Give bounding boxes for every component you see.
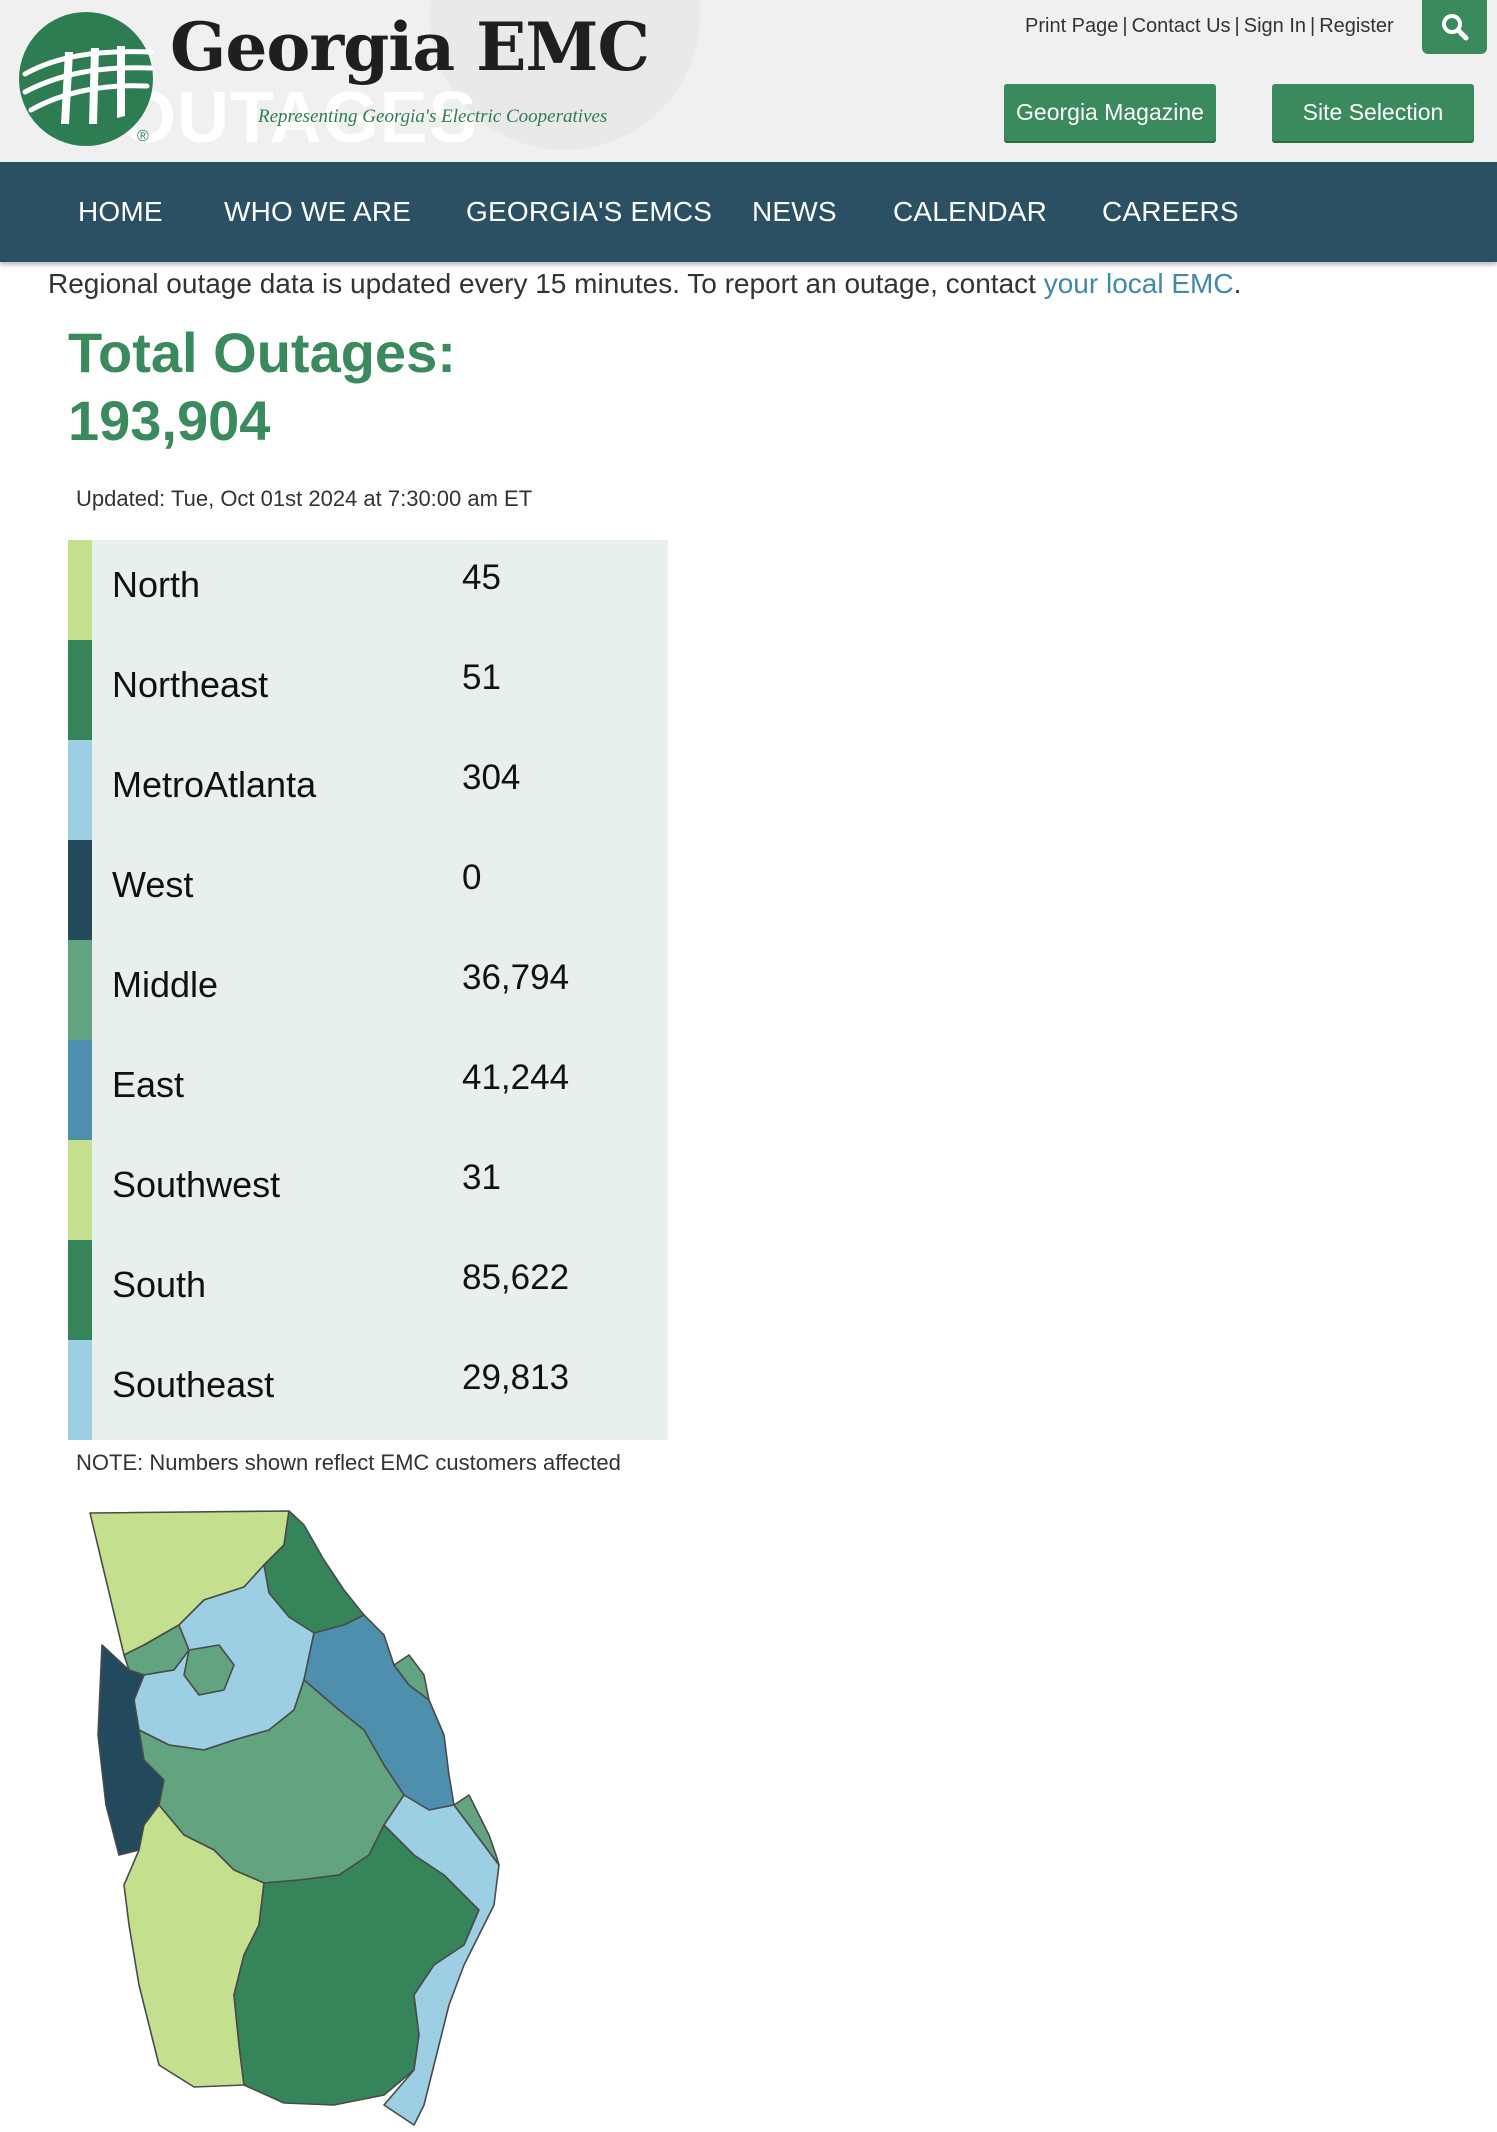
notice-end: . — [1233, 268, 1242, 299]
region-name: Southeast — [112, 1364, 275, 1405]
region-color-swatch — [68, 940, 92, 1040]
region-row-east[interactable]: East 41,244 — [68, 1040, 668, 1140]
link-separator: | — [1310, 15, 1316, 37]
region-name: Southwest — [112, 1164, 281, 1205]
utility-links: Print Page | Contact Us | Sign In | Register — [1025, 15, 1394, 38]
nav-item-home[interactable]: HOME — [78, 196, 163, 227]
header-background-word: OUTAGES — [120, 78, 478, 158]
region-row-southwest[interactable]: Southwest 31 — [68, 1140, 668, 1240]
region-name: Northeast — [112, 664, 269, 705]
region-color-swatch — [68, 540, 92, 640]
region-color-swatch — [68, 1040, 92, 1140]
region-count: 0 — [462, 858, 482, 897]
nav-item-news[interactable]: NEWS — [752, 196, 837, 227]
customers-affected-note: NOTE: Numbers shown reflect EMC customer… — [76, 1450, 621, 1475]
map-region-east-coastal — [393, 1654, 430, 1701]
region-color-swatch — [68, 1240, 92, 1340]
contact-us-link[interactable]: Contact Us — [1131, 15, 1231, 37]
region-count: 304 — [462, 758, 521, 797]
georgia-emc-logo-icon[interactable] — [17, 12, 155, 146]
region-name: South — [112, 1264, 207, 1305]
region-count: 45 — [462, 558, 501, 597]
outage-notice: Regional outage data is updated every 15… — [48, 268, 1241, 300]
region-color-swatch — [68, 1140, 92, 1240]
search-icon — [1441, 14, 1468, 41]
region-name: West — [112, 864, 194, 905]
region-color-swatch — [68, 1340, 92, 1440]
brand-tagline: Representing Georgia's Electric Cooperat… — [258, 106, 608, 127]
search-button[interactable] — [1422, 0, 1487, 54]
region-row-southeast[interactable]: Southeast 29,813 — [68, 1340, 668, 1440]
region-count: 85,622 — [462, 1258, 570, 1297]
nav-item-georgias-emcs[interactable]: GEORGIA'S EMCS — [466, 196, 713, 227]
local-emc-link[interactable]: your local EMC — [1043, 268, 1234, 299]
region-name: MetroAtlanta — [112, 764, 317, 805]
region-color-swatch — [68, 840, 92, 940]
region-row-northeast[interactable]: Northeast 51 — [68, 640, 668, 740]
main-nav: HOME WHO WE ARE GEORGIA'S EMCS NEWS CALE… — [0, 162, 1497, 262]
nav-item-calendar[interactable]: CALENDAR — [893, 196, 1048, 227]
georgia-outage-map[interactable] — [84, 1505, 664, 2132]
region-outage-table: North 45 Northeast 51 MetroAtlanta 304 W… — [68, 540, 668, 1440]
map-region-metro-inner — [183, 1644, 235, 1696]
region-name: North — [112, 564, 201, 605]
registered-mark: ® — [137, 128, 149, 145]
region-row-metroatlanta[interactable]: MetroAtlanta 304 — [68, 740, 668, 840]
site-selection-button[interactable]: Site Selection — [1272, 84, 1474, 141]
link-separator: | — [1234, 15, 1240, 37]
region-count: 41,244 — [462, 1058, 570, 1097]
print-page-link[interactable]: Print Page — [1025, 15, 1119, 37]
region-count: 36,794 — [462, 958, 570, 997]
region-name: Middle — [112, 964, 219, 1005]
region-count: 29,813 — [462, 1358, 570, 1397]
register-link[interactable]: Register — [1319, 15, 1394, 37]
brand-name[interactable]: Georgia EMC — [170, 8, 650, 86]
region-color-swatch — [68, 640, 92, 740]
region-count: 51 — [462, 658, 501, 697]
region-name: East — [112, 1064, 185, 1105]
region-row-south[interactable]: South 85,622 — [68, 1240, 668, 1340]
region-count: 31 — [462, 1158, 501, 1197]
map-region-coastal-strip — [453, 1794, 500, 1866]
region-row-middle[interactable]: Middle 36,794 — [68, 940, 668, 1040]
link-separator: | — [1122, 15, 1128, 37]
updated-timestamp: Updated: Tue, Oct 01st 2024 at 7:30:00 a… — [76, 486, 533, 511]
region-color-swatch — [68, 740, 92, 840]
region-row-west[interactable]: West 0 — [68, 840, 668, 940]
total-outages-label: Total Outages: — [68, 321, 456, 384]
nav-item-careers[interactable]: CAREERS — [1102, 196, 1239, 227]
region-row-north[interactable]: North 45 — [68, 540, 668, 640]
georgia-magazine-button[interactable]: Georgia Magazine — [1004, 84, 1216, 141]
total-outages-value: 193,904 — [68, 389, 271, 452]
site-header: OUTAGES ® Georgia EMC Representing Georg… — [0, 0, 1497, 162]
sign-in-link[interactable]: Sign In — [1243, 15, 1306, 37]
notice-text: Regional outage data is updated every 15… — [48, 268, 1044, 299]
nav-item-who-we-are[interactable]: WHO WE ARE — [224, 196, 412, 227]
